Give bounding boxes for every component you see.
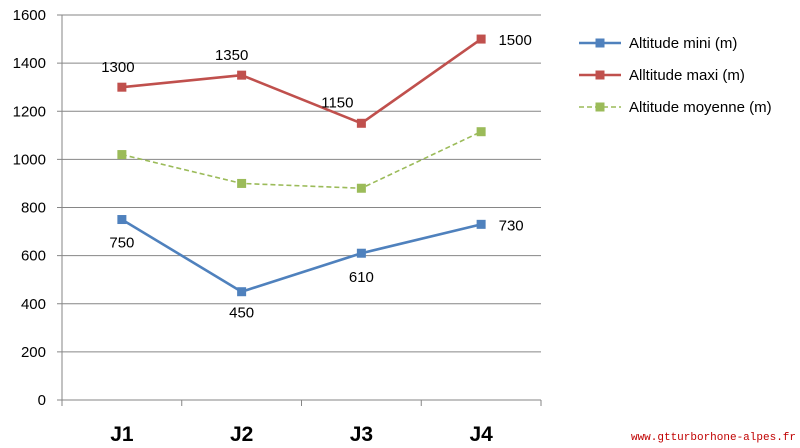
data-label: 1500 (498, 32, 531, 49)
plot-area (117, 34, 486, 297)
legend-entry-label: Altitude mini (m) (629, 35, 737, 52)
data-label: 610 (349, 269, 374, 286)
y-axis-tick-label: 800 (21, 200, 46, 217)
series-2-marker (476, 34, 486, 44)
data-label: 1350 (215, 47, 248, 64)
legend-swatch-marker (595, 102, 605, 112)
series-2-marker (356, 118, 366, 128)
series-line-2 (121, 37, 482, 125)
chart-axes (57, 14, 542, 406)
data-label: 450 (229, 305, 254, 322)
data-label: 1150 (321, 94, 353, 111)
data-label: 750 (109, 235, 134, 252)
x-axis-tick-label: J2 (230, 423, 253, 446)
series-3-marker (356, 183, 366, 193)
y-axis-tick-label: 1600 (13, 7, 46, 24)
data-label: 730 (499, 217, 524, 234)
y-axis-tick-label: 600 (21, 248, 46, 265)
y-axis-tick-labels: 0 200 400 600 800 1000 1200 1400 1600 (13, 7, 46, 409)
legend-swatch-marker (595, 70, 605, 80)
legend-entry-label: Alltitude maxi (m) (629, 67, 745, 84)
y-axis-tick-label: 0 (38, 392, 46, 409)
x-axis-tick-label: J1 (110, 423, 134, 446)
series-1-marker (117, 215, 127, 225)
x-axis-tick-label: J4 (469, 423, 493, 446)
series-line-3 (121, 130, 482, 190)
series-1-marker (237, 287, 247, 297)
y-axis-tick-label: 1400 (13, 55, 46, 72)
y-axis-tick-label: 1000 (13, 151, 46, 168)
y-axis-tick-label: 400 (21, 296, 46, 313)
chart-legend: Altitude mini (m) Alltitude maxi (m) Altit… (579, 35, 772, 116)
series-2-marker (237, 70, 247, 80)
series-1-marker (356, 248, 366, 258)
series-3-marker (237, 178, 247, 188)
data-label: 1300 (101, 59, 134, 76)
x-axis-tick-label: J3 (350, 423, 373, 446)
series-3-marker (476, 127, 486, 137)
watermark-text: www.gtturborhone-alpes.fr (631, 432, 796, 444)
series-1-marker (476, 219, 486, 229)
y-axis-tick-label: 1200 (13, 103, 46, 120)
y-axis-tick-label: 200 (21, 344, 46, 361)
series-2-marker (117, 82, 127, 92)
data-labels: 750 450 610 730 1300 1350 1150 1500 (101, 32, 532, 322)
series-3-marker (117, 150, 127, 160)
legend-entry-label: Altitude moyenne (m) (629, 99, 772, 116)
legend-swatch-marker (595, 38, 605, 48)
x-axis-tick-labels: J1 J2 J3 J4 (110, 423, 493, 446)
series-line-1 (121, 218, 482, 294)
